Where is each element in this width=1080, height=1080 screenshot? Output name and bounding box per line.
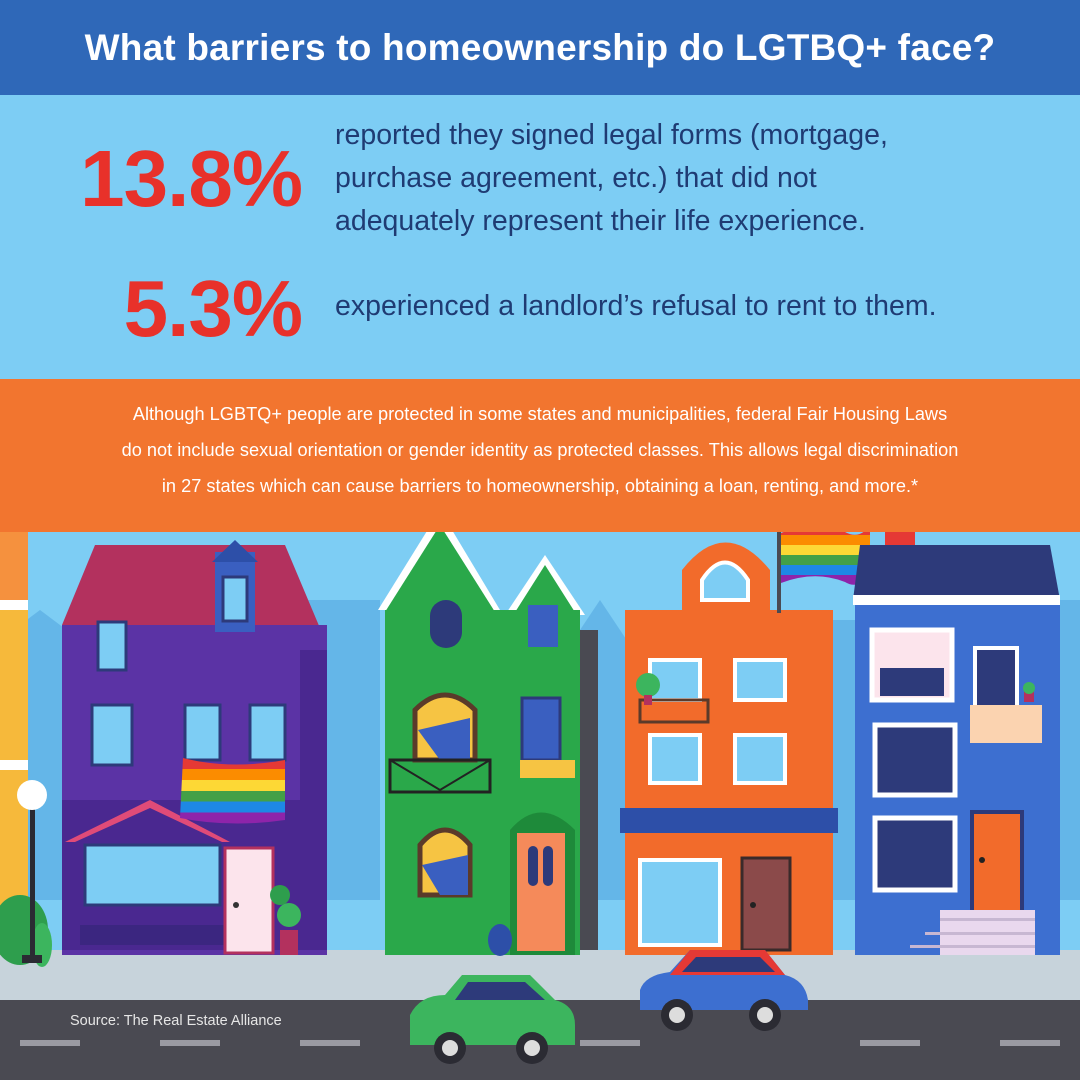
disclaimer-line: do not include sexual orientation or gen… xyxy=(121,440,959,460)
stat-value: 13.8% xyxy=(80,134,303,223)
potted-plant xyxy=(1023,682,1035,702)
stat-description: experienced a landlord’s refusal to rent… xyxy=(335,285,1055,328)
rainbow-flag xyxy=(180,758,285,824)
stat-description-line: experienced a landlord’s refusal to rent… xyxy=(335,290,937,322)
stat-description-line: reported they signed legal forms (mortga… xyxy=(335,119,888,151)
disclaimer-line: Although LGBTQ+ people are protected in … xyxy=(132,404,948,424)
stat-description: reported they signed legal forms (mortga… xyxy=(335,114,1055,243)
green-house xyxy=(378,532,598,955)
red-blue-car xyxy=(640,950,808,1031)
rainbow-flag xyxy=(781,532,870,585)
stats-panel: 13.8% reported they signed legal forms (… xyxy=(0,95,1080,379)
flag-pole xyxy=(777,532,781,613)
potted-plant xyxy=(270,885,301,955)
stat-value: 5.3% xyxy=(123,264,303,353)
street-illustration xyxy=(0,532,1080,1080)
orange-house xyxy=(620,542,838,955)
bush xyxy=(488,924,512,956)
blue-house xyxy=(853,532,1060,955)
road-markings xyxy=(20,1040,1060,1046)
stat-description-line: adequately represent their life experien… xyxy=(335,205,866,237)
disclaimer-text: Although LGBTQ+ people are protected in … xyxy=(30,396,1050,504)
purple-house xyxy=(62,540,327,955)
header-bar: What barriers to homeownership do LGTBQ+… xyxy=(0,0,1080,95)
page-title: What barriers to homeownership do LGTBQ+… xyxy=(84,26,996,68)
bush xyxy=(0,895,52,967)
street-lamp xyxy=(17,780,47,963)
source-credit: Source: The Real Estate Alliance xyxy=(70,1013,282,1029)
potted-plant xyxy=(636,673,660,705)
green-car xyxy=(410,975,575,1064)
disclaimer-line: in 27 states which can cause barriers to… xyxy=(161,476,919,496)
disclaimer-banner: Although LGBTQ+ people are protected in … xyxy=(0,379,1080,532)
yellow-house xyxy=(0,532,28,955)
stat-description-line: purchase agreement, etc.) that did not xyxy=(335,162,817,194)
